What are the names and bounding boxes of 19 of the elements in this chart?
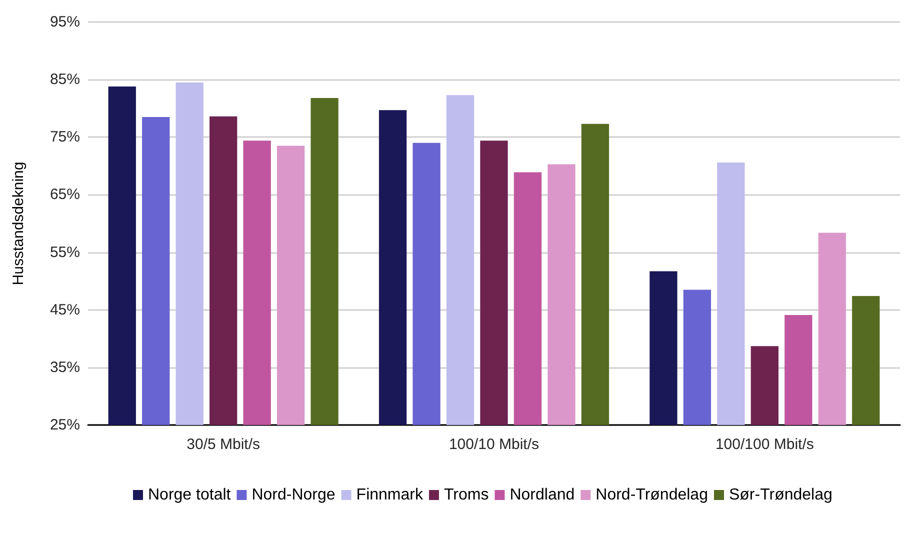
legend-label: Norge totalt xyxy=(148,486,232,504)
y-axis-title: Husstandsdekning xyxy=(10,162,27,286)
x-tick-label: 100/100 Mbit/s xyxy=(715,436,814,453)
y-tick-label: 25% xyxy=(50,416,80,434)
legend-label: Nordland xyxy=(510,486,575,504)
y-tick-label: 35% xyxy=(50,358,80,376)
y-tick-label: 95% xyxy=(50,14,80,30)
legend-label: Sør-Trøndelag xyxy=(728,486,832,504)
y-tick-label: 75% xyxy=(50,128,80,146)
y-tick-label: 55% xyxy=(50,244,80,261)
y-tick-label: 85% xyxy=(50,71,80,88)
legend-label: Finnmark xyxy=(356,486,424,504)
y-tick-label: 65% xyxy=(50,186,80,204)
x-tick-label: 30/5 Mbit/s xyxy=(186,436,260,453)
x-tick-label: 100/10 Mbit/s xyxy=(448,436,540,453)
y-tick-label: 45% xyxy=(50,301,80,318)
legend-label: Nord-Trøndelag xyxy=(596,486,708,504)
legend-label: Nord-Norge xyxy=(252,486,336,504)
legend-label: Troms xyxy=(444,486,489,504)
